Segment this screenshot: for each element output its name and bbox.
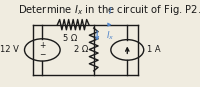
Text: 1 A: 1 A: [147, 45, 161, 54]
Text: 2 Ω: 2 Ω: [74, 45, 88, 54]
Text: +: +: [39, 41, 46, 50]
Text: 12 V: 12 V: [0, 45, 19, 54]
Text: −: −: [39, 50, 46, 59]
Text: $I_x$: $I_x$: [106, 30, 115, 42]
Text: 5 Ω: 5 Ω: [63, 34, 78, 43]
Text: Determine $I_x$ in the circuit of Fig. P2.15.: Determine $I_x$ in the circuit of Fig. P…: [18, 3, 200, 17]
Text: $I$: $I$: [108, 5, 112, 16]
